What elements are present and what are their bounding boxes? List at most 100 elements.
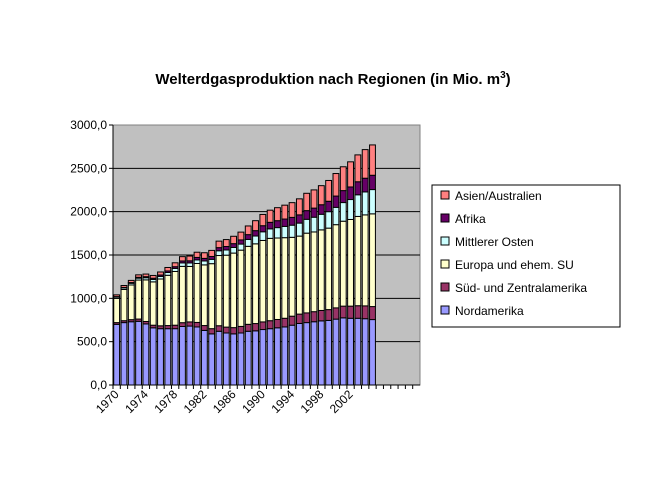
legend-label: Süd- und Zentralamerika	[455, 281, 587, 295]
bar-segment	[186, 265, 194, 323]
bar-segment	[295, 214, 303, 224]
bar-segment	[310, 189, 318, 209]
bar-segment	[127, 279, 135, 284]
bar-segment	[230, 252, 238, 329]
bar-segment	[186, 325, 194, 386]
bar-segment	[244, 238, 252, 247]
bar-segment	[252, 220, 259, 232]
bar-segment	[244, 245, 252, 325]
bar-segment	[149, 281, 157, 326]
bar-segment	[237, 325, 245, 334]
bar-segment	[332, 224, 340, 309]
bar-segment	[259, 225, 267, 233]
y-tick-label: 2500,0	[70, 161, 107, 175]
bar-segment	[281, 204, 289, 220]
bar-segment	[171, 270, 179, 326]
bar-segment	[252, 330, 259, 386]
bar-segment	[179, 265, 186, 324]
legend-label: Europa und ehem. SU	[455, 258, 574, 272]
bar-segment	[222, 332, 230, 386]
bar-segment	[237, 243, 245, 251]
bar-segment	[215, 255, 223, 327]
bar-segment	[193, 321, 201, 328]
legend-box	[431, 184, 621, 328]
bar-segment	[208, 249, 216, 257]
bar-segment	[317, 185, 325, 206]
bar-segment	[274, 327, 281, 386]
bar-segment	[325, 211, 333, 229]
x-tick-label: 1998	[298, 387, 327, 416]
bar-segment	[157, 278, 164, 327]
bar-segment	[310, 216, 318, 233]
bar-segment	[288, 315, 296, 326]
bar-segment	[288, 324, 296, 386]
bar-segment	[325, 319, 333, 386]
bar-segment	[325, 227, 333, 311]
bar-segment	[164, 266, 172, 272]
bar-segment	[361, 214, 369, 307]
bar-segment	[369, 306, 376, 321]
bar-segment	[361, 305, 369, 320]
bar-segment	[361, 149, 369, 179]
bar-segment	[354, 317, 362, 386]
bar-segment	[347, 218, 354, 307]
bar-segment	[171, 262, 179, 268]
legend-label: Nordamerika	[455, 304, 524, 318]
bar-segment	[325, 309, 333, 321]
bar-segment	[237, 332, 245, 386]
x-tick-label: 1982	[181, 387, 210, 416]
bar-segment	[230, 333, 238, 386]
bar-segment	[252, 323, 259, 332]
bar-segment	[266, 221, 274, 230]
bar-segment	[266, 237, 274, 322]
bar-segment	[252, 243, 259, 325]
bar-segment	[164, 274, 172, 327]
bar-segment	[142, 273, 150, 278]
bar-segment	[266, 320, 274, 330]
bar-segment	[354, 194, 362, 217]
y-tick-label: 1000,0	[70, 291, 107, 305]
bar-segment	[200, 264, 208, 327]
bar-segment	[193, 326, 201, 386]
bar-segment	[215, 250, 223, 257]
bar-segment	[193, 262, 201, 323]
bar-segment	[259, 231, 267, 241]
bar-segment	[208, 328, 216, 335]
x-tick-label: 1974	[122, 387, 151, 416]
bar-segment	[281, 237, 289, 319]
bar-segment	[208, 333, 216, 386]
bar-segment	[237, 249, 245, 327]
bar-segment	[325, 179, 333, 202]
bar-segment	[295, 198, 303, 216]
bar-segment	[179, 326, 186, 386]
bar-segment	[186, 255, 194, 262]
bar-segment	[303, 312, 311, 324]
bar-segment	[347, 199, 354, 220]
bar-segment	[193, 251, 201, 258]
bar-segment	[332, 206, 340, 226]
bar-segment	[288, 236, 296, 317]
bar-segment	[354, 215, 362, 307]
bar-segment	[274, 318, 281, 329]
chart-title: Welterdgasproduktion nach Regionen (in M…	[155, 70, 510, 88]
bar-segment	[339, 202, 347, 222]
bar-segment	[171, 324, 179, 330]
bar-segment	[288, 202, 296, 218]
bar-segment	[266, 328, 274, 386]
bar-segment	[200, 260, 208, 266]
legend-swatch	[440, 213, 450, 223]
bar-segment	[310, 321, 318, 386]
bar-segment	[200, 252, 208, 259]
bar-segment	[266, 209, 274, 223]
bar-segment	[259, 329, 267, 386]
bar-segment	[354, 181, 362, 196]
bar-segment	[164, 328, 172, 386]
bar-segment	[259, 321, 267, 331]
bar-segment	[179, 262, 186, 267]
bar-segment	[230, 246, 238, 254]
bar-segment	[339, 220, 347, 307]
bar-segment	[317, 309, 325, 322]
bar-segment	[244, 234, 252, 240]
legend-swatch	[440, 305, 450, 315]
